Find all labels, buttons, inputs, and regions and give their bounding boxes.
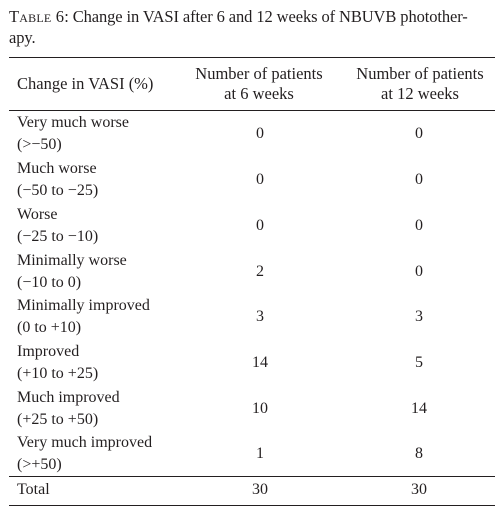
row-label: Much improved (+25 to +50) xyxy=(17,387,120,431)
cell-6-weeks: 0 xyxy=(256,125,264,142)
row-label: Minimally improved (0 to +10) xyxy=(17,295,150,339)
table-row: Much worse (−50 to −25) 0 0 xyxy=(0,157,502,203)
cell-12-weeks: 5 xyxy=(415,354,423,371)
table-row: Minimally worse (−10 to 0) 2 0 xyxy=(0,249,502,295)
header-patients-6-weeks: Number of patients at 6 weeks xyxy=(174,64,344,104)
row-label-range: (0 to +10) xyxy=(17,319,82,336)
cell-12-weeks: 8 xyxy=(415,445,423,462)
header-change-in-vasi: Change in VASI (%) xyxy=(17,74,154,93)
table-row: Minimally improved (0 to +10) 3 3 xyxy=(0,294,502,340)
total-row: Total 30 30 xyxy=(0,478,502,504)
row-label-category: Minimally improved xyxy=(17,297,150,314)
total-label: Total xyxy=(17,481,50,498)
row-label-range: (−10 to 0) xyxy=(17,274,82,291)
table-row: Worse (−25 to −10) 0 0 xyxy=(0,203,502,249)
row-label-range: (+25 to +50) xyxy=(17,411,99,428)
row-label: Worse (−25 to −10) xyxy=(17,204,98,248)
total-rule xyxy=(9,476,495,477)
cell-6-weeks: 1 xyxy=(256,445,264,462)
caption-text-continued: apy. xyxy=(9,28,36,47)
cell-12-weeks: 0 xyxy=(415,125,423,142)
row-label-range: (>+50) xyxy=(17,456,62,473)
cell-12-weeks: 14 xyxy=(411,400,427,417)
row-label: Much worse (−50 to −25) xyxy=(17,158,98,202)
row-label-range: (+10 to +25) xyxy=(17,365,99,382)
cell-12-weeks: 3 xyxy=(415,308,423,325)
header-patients-6-weeks-line1: Number of patients xyxy=(195,64,323,83)
table-row: Much improved (+25 to +50) 10 14 xyxy=(0,386,502,432)
row-label-range: (−50 to −25) xyxy=(17,182,99,199)
row-label-range: (>−50) xyxy=(17,136,62,153)
cell-6-weeks: 2 xyxy=(256,263,264,280)
cell-6-weeks: 0 xyxy=(256,217,264,234)
header-patients-12-weeks-line1: Number of patients xyxy=(356,64,484,83)
cell-6-weeks: 14 xyxy=(252,354,268,371)
header-rule xyxy=(9,110,495,111)
caption-text: : Change in VASI after 6 and 12 weeks of… xyxy=(64,7,468,26)
row-label-category: Very much improved xyxy=(17,434,153,451)
cell-6-weeks: 0 xyxy=(256,171,264,188)
row-label: Very much worse (>−50) xyxy=(17,112,129,156)
cell-12-weeks: 0 xyxy=(415,217,423,234)
row-label-range: (−25 to −10) xyxy=(17,228,99,245)
row-label-category: Improved xyxy=(17,343,80,360)
table-row: Improved (+10 to +25) 14 5 xyxy=(0,340,502,386)
table-row: Very much worse (>−50) 0 0 xyxy=(0,111,502,157)
total-6-weeks: 30 xyxy=(252,481,268,498)
cell-6-weeks: 3 xyxy=(256,308,264,325)
header-patients-12-weeks-line2: at 12 weeks xyxy=(381,84,459,103)
header-patients-6-weeks-line2: at 6 weeks xyxy=(224,84,294,103)
row-label-category: Much improved xyxy=(17,389,120,406)
row-label: Very much improved (>+50) xyxy=(17,432,152,476)
row-label-category: Very much worse xyxy=(17,114,129,131)
row-label: Minimally worse (−10 to 0) xyxy=(17,250,127,294)
header-patients-12-weeks: Number of patients at 12 weeks xyxy=(339,64,501,104)
cell-6-weeks: 10 xyxy=(252,400,268,417)
table-top-rule xyxy=(9,57,495,58)
table-row: Very much improved (>+50) 1 8 xyxy=(0,431,502,477)
row-label-category: Much worse xyxy=(17,160,97,177)
row-label-category: Worse xyxy=(17,206,58,223)
row-label: Improved (+10 to +25) xyxy=(17,341,98,385)
table-number: Table 6 xyxy=(9,7,65,26)
table-caption: Table 6: Change in VASI after 6 and 12 w… xyxy=(9,6,495,48)
table-bottom-rule xyxy=(9,505,495,506)
total-12-weeks: 30 xyxy=(411,481,427,498)
cell-12-weeks: 0 xyxy=(415,171,423,188)
row-label-category: Minimally worse xyxy=(17,252,127,269)
cell-12-weeks: 0 xyxy=(415,263,423,280)
